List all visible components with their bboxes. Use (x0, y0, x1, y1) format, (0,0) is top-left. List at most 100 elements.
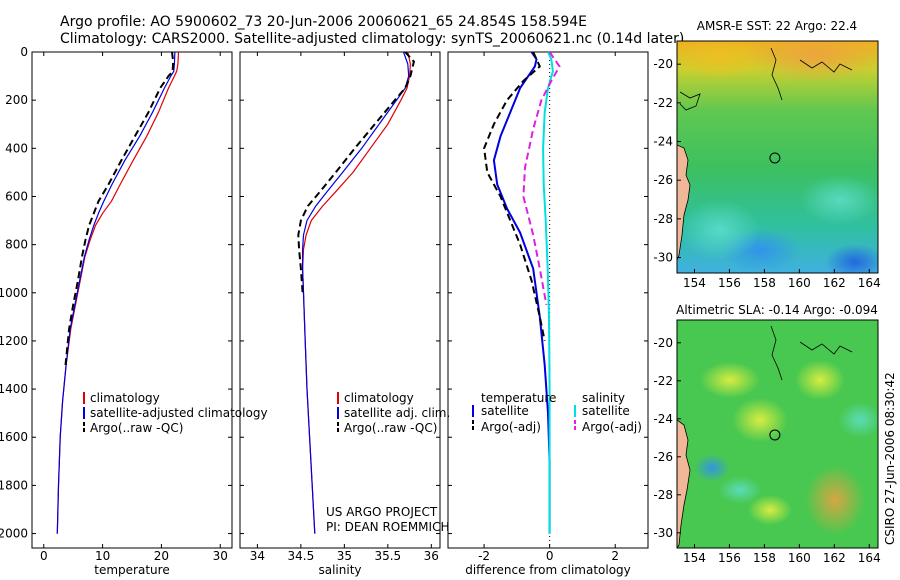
sla-map-ticks: 154 156 158 160 162 164 -20 -22 -24 -26 -28 -30 (653, 336, 880, 565)
y-tick-label: 200 (5, 93, 28, 107)
map-y-tick-label: -28 (653, 488, 673, 502)
salinity-series (297, 52, 415, 534)
series-line-salinity-satellite (542, 52, 554, 534)
map-x-tick-label: 160 (788, 276, 811, 290)
series-line-climatology (56, 52, 180, 534)
y-tick-label: 600 (5, 189, 28, 203)
x-tick-label: -2 (478, 549, 490, 563)
map-y-tick-label: -28 (653, 212, 673, 226)
sla-map-panel: Altimetric SLA: -0.14 Argo: -0.094 154 15… (653, 303, 880, 565)
temperature-ticks: 0 10 20 30 0 200 400 600 800 1000 1200 1400 1600 1800… (0, 45, 232, 563)
sla-map-box (676, 319, 879, 549)
sst-map-panel: AMSR-E SST: 22 Argo: 22.4 154 156 158 160 16… (653, 19, 880, 290)
map-y-tick-label: -30 (653, 526, 673, 540)
y-tick-label: 1400 (0, 382, 28, 396)
map-x-tick-label: 156 (718, 551, 741, 565)
y-tick-label: 2000 (0, 527, 28, 541)
project-label: US ARGO PROJECT (326, 505, 438, 519)
x-tick-label: 34 (250, 549, 265, 563)
y-tick-label: 800 (5, 238, 28, 252)
sst-map-box (676, 40, 879, 274)
x-tick-label: 0 (546, 549, 554, 563)
legend-label-temp-argo: Argo(-adj) (481, 420, 541, 434)
map-x-tick-label: 154 (683, 551, 706, 565)
map-y-tick-label: -22 (653, 96, 673, 110)
difference-ticks: -2 0 2 (448, 51, 648, 563)
sst-map-title: AMSR-E SST: 22 Argo: 22.4 (697, 19, 857, 33)
temperature-xlabel: temperature (94, 563, 169, 577)
sst-map-ticks: 154 156 158 160 162 164 -20 -22 -24 -26 -28 -30 (653, 57, 880, 290)
temperature-axes-box (31, 51, 233, 549)
y-tick-label: 1200 (0, 334, 28, 348)
legend-label-climatology: climatology (90, 391, 160, 405)
salinity-xlabel: salinity (318, 563, 361, 577)
x-tick-label: 35.5 (374, 549, 401, 563)
pi-label: PI: DEAN ROEMMICH (326, 520, 449, 534)
legend-label-sal-argo: Argo(-adj) (582, 420, 642, 434)
legend-label-temp-satellite: satellite (481, 404, 529, 418)
map-x-tick-label: 162 (823, 276, 846, 290)
y-tick-label: 400 (5, 141, 28, 155)
legend-label-sal-satellite: satellite (582, 404, 630, 418)
sst-map-field (677, 41, 878, 273)
legend-label-satellite: satellite adj. clim. (344, 406, 450, 420)
map-y-tick-label: -30 (653, 251, 673, 265)
temperature-legend: climatology satellite-adjusted climatolo… (83, 391, 268, 435)
temperature-panel: 0 10 20 30 0 200 400 600 800 1000 1200 1400 1600 1800… (0, 45, 268, 577)
header-line-2: Climatology: CARS2000. Satellite-adjuste… (60, 31, 684, 47)
y-tick-label: 1800 (0, 478, 28, 492)
difference-panel: -2 0 2 difference from climatology tempera… (447, 51, 649, 577)
map-x-tick-label: 154 (683, 276, 706, 290)
legend-salinity-header: salinity (582, 391, 625, 405)
sla-map-title: Altimetric SLA: -0.14 Argo: -0.094 (676, 303, 878, 317)
series-line-temperature-satellite (492, 52, 551, 534)
legend-label-argo: Argo(..raw -QC) (90, 421, 183, 435)
map-x-tick-label: 162 (823, 551, 846, 565)
series-line-argo-raw-qc- (64, 52, 175, 366)
header-line-1: Argo profile: AO 5900602_73 20-Jun-2006 … (60, 14, 587, 30)
salinity-panel: 34 34.5 35 35.5 36 salinity climatology sate… (239, 51, 450, 577)
y-tick-label: 1000 (0, 286, 28, 300)
y-tick-label: 0 (20, 45, 28, 59)
map-x-tick-label: 160 (788, 551, 811, 565)
series-line-climatology (302, 52, 411, 534)
csiro-timestamp: CSIRO 27-Jun-2006 08:30:42 (883, 372, 897, 545)
map-y-tick-label: -26 (653, 450, 673, 464)
x-tick-label: 30 (213, 549, 228, 563)
legend-label-argo: Argo(..raw -QC) (344, 421, 437, 435)
y-tick-label: 1600 (0, 430, 28, 444)
x-tick-label: 10 (95, 549, 110, 563)
map-y-tick-label: -26 (653, 173, 673, 187)
series-line-satellite-adjusted-climatology (56, 52, 176, 534)
salinity-ticks: 34 34.5 35 35.5 36 (240, 51, 440, 563)
x-tick-label: 36 (424, 549, 439, 563)
salinity-axes-box (239, 51, 441, 549)
map-y-tick-label: -22 (653, 374, 673, 388)
sla-argo-marker (769, 429, 781, 441)
map-y-tick-label: -24 (653, 412, 673, 426)
series-line-temperature-argo-adj- (483, 52, 546, 342)
map-x-tick-label: 156 (718, 276, 741, 290)
map-x-tick-label: 158 (753, 276, 776, 290)
x-tick-label: 0 (40, 549, 48, 563)
series-line-satellite-adj-clim- (302, 52, 410, 534)
x-tick-label: 34.5 (288, 549, 315, 563)
difference-xlabel: difference from climatology (465, 563, 631, 577)
map-y-tick-label: -20 (653, 336, 673, 350)
difference-legend: temperature satellite Argo(-adj) salinit… (472, 391, 642, 434)
map-x-tick-label: 164 (858, 551, 881, 565)
map-y-tick-label: -24 (653, 135, 673, 149)
legend-temperature-header: temperature (481, 391, 556, 405)
difference-series (483, 52, 561, 548)
x-tick-label: 20 (154, 549, 169, 563)
salinity-legend: climatology satellite adj. clim. Argo(..… (337, 391, 450, 435)
series-line-salinity-argo-adj- (522, 52, 561, 305)
legend-label-satellite: satellite-adjusted climatology (90, 406, 268, 420)
map-x-tick-label: 158 (753, 551, 776, 565)
x-tick-label: 2 (611, 549, 619, 563)
map-y-tick-label: -20 (653, 57, 673, 71)
temperature-series (56, 52, 180, 534)
map-x-tick-label: 164 (858, 276, 881, 290)
sla-map-field (677, 320, 878, 548)
